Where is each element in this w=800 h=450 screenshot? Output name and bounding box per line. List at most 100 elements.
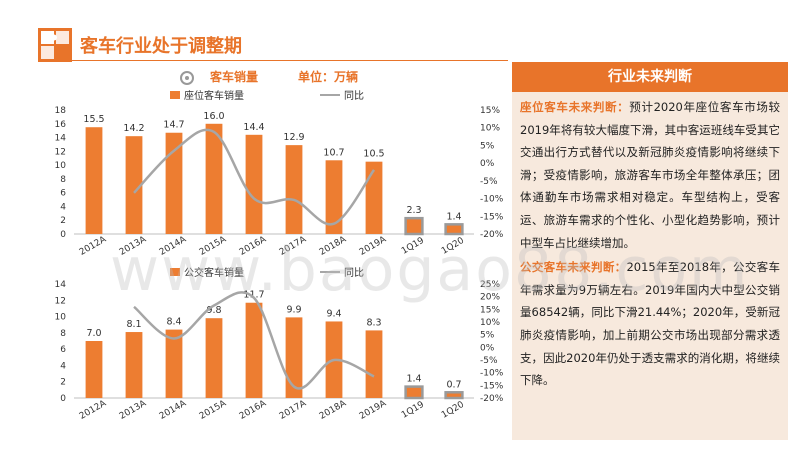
bar bbox=[165, 329, 183, 398]
bar bbox=[285, 145, 303, 234]
x-tick-label: 2013A bbox=[118, 234, 149, 258]
x-tick-label: 1Q20 bbox=[440, 236, 466, 257]
bar bbox=[85, 127, 103, 234]
y2-tick-label: 5% bbox=[480, 331, 495, 341]
bar-value-label: 9.8 bbox=[206, 305, 221, 316]
seat-bus-outlook: 座位客车未来判断：预计2020年座位客车市场较2019年将有较大幅度下滑，其中客… bbox=[520, 96, 780, 254]
bar-value-label: 9.9 bbox=[286, 304, 301, 315]
y2-tick-label: 10% bbox=[480, 124, 500, 134]
unit-label: 单位：万辆 bbox=[298, 70, 359, 84]
y-tick-label: 2 bbox=[60, 216, 66, 226]
seat-bus-sales-chart: 座位客车销量 同比 0 2 4 6 8 10 12 14 16 18 15% 10% 5% 0% -5% -10%… bbox=[55, 89, 504, 258]
bar bbox=[205, 318, 223, 398]
top-legend-label: 客车销量 bbox=[210, 70, 259, 84]
bar-value-label: 1.4 bbox=[406, 374, 421, 385]
y2-tick-label: 15% bbox=[480, 106, 500, 116]
x-tick-label: 2017A bbox=[278, 398, 309, 422]
legend-bar-swatch bbox=[170, 268, 180, 276]
outlook-panel-body: 座位客车未来判断：预计2020年座位客车市场较2019年将有较大幅度下滑，其中客… bbox=[512, 92, 788, 392]
seat-bus-outlook-text: 预计2020年座位客车市场较2019年将有较大幅度下滑，其中客运班线车受其它交通… bbox=[520, 100, 781, 250]
bar-value-label: 10.7 bbox=[323, 147, 344, 158]
y2-tick-label: -15% bbox=[480, 212, 504, 222]
bar-value-label: 15.5 bbox=[83, 114, 104, 125]
y2-tick-label: -15% bbox=[480, 381, 504, 391]
bar bbox=[325, 160, 343, 234]
target-icon bbox=[180, 70, 194, 85]
legend-line-label: 同比 bbox=[344, 90, 364, 102]
bar-value-label: 14.2 bbox=[123, 123, 144, 134]
x-tick-label: 2012A bbox=[78, 234, 109, 258]
bar bbox=[125, 136, 143, 234]
y-tick-label: 2 bbox=[60, 378, 66, 388]
y2-tick-label: 25% bbox=[480, 280, 500, 290]
city-bus-sales-chart: 公交客车销量 同比 0 2 4 6 8 10 12 14 25% 20% 15% 10% 5% 0% -5% -1… bbox=[55, 266, 504, 422]
y2-tick-label: -10% bbox=[480, 369, 504, 379]
yoy-line bbox=[133, 128, 376, 226]
bar-value-label: 14.4 bbox=[243, 122, 264, 133]
bar bbox=[365, 161, 383, 234]
y-tick-label: 0 bbox=[60, 394, 66, 404]
city-bus-outlook-label: 公交客车未来判断： bbox=[520, 260, 627, 275]
bar bbox=[85, 341, 103, 398]
city-bus-outlook-text: 2015年至2018年，公交客车年需求量为9万辆左右。2019年国内大中型公交销… bbox=[520, 260, 780, 388]
x-tick-label: 2016A bbox=[238, 234, 269, 258]
x-tick-label: 2012A bbox=[78, 398, 109, 422]
bar-value-label: 0.7 bbox=[446, 379, 461, 390]
y-tick-label: 18 bbox=[55, 106, 67, 116]
city-bus-outlook: 公交客车未来判断：2015年至2018年，公交客车年需求量为9万辆左右。2019… bbox=[520, 256, 780, 392]
legend-bar-label: 座位客车销量 bbox=[184, 89, 244, 102]
bar-value-label: 7.0 bbox=[86, 328, 101, 339]
bar bbox=[165, 132, 183, 234]
y-tick-label: 6 bbox=[60, 345, 66, 355]
y-tick-label: 8 bbox=[60, 329, 66, 339]
puzzle-logo-icon bbox=[38, 28, 72, 62]
legend-line-label: 同比 bbox=[344, 267, 364, 279]
title-divider bbox=[38, 60, 508, 61]
x-tick-label: 2018A bbox=[318, 234, 349, 258]
x-tick-label: 2014A bbox=[158, 398, 189, 422]
top-legend: 客车销量 单位：万辆 bbox=[180, 68, 358, 85]
bar-value-label: 10.5 bbox=[363, 149, 384, 160]
bar-value-label: 1.4 bbox=[446, 211, 461, 222]
y-tick-label: 4 bbox=[60, 202, 66, 212]
legend-bar-swatch bbox=[170, 91, 180, 99]
seat-bus-outlook-label: 座位客车未来判断： bbox=[520, 100, 630, 114]
y2-tick-label: 0% bbox=[480, 159, 495, 169]
x-tick-label: 2018A bbox=[318, 398, 349, 422]
y2-tick-label: -20% bbox=[480, 230, 504, 240]
bar bbox=[285, 317, 303, 398]
y2-tick-label: 0% bbox=[480, 343, 495, 353]
page-title: 客车行业处于调整期 bbox=[80, 36, 242, 57]
y-tick-label: 10 bbox=[55, 313, 67, 323]
y-tick-label: 16 bbox=[55, 120, 67, 130]
yoy-line bbox=[133, 291, 375, 390]
bar-value-label: 8.1 bbox=[126, 319, 141, 330]
y-tick-label: 12 bbox=[55, 147, 66, 157]
bar bbox=[444, 391, 464, 400]
x-tick-label: 1Q19 bbox=[400, 400, 426, 421]
y-tick-label: 14 bbox=[55, 280, 67, 290]
y2-tick-label: 5% bbox=[480, 141, 495, 151]
y2-tick-label: 15% bbox=[480, 305, 500, 315]
y2-tick-label: 20% bbox=[480, 293, 500, 303]
bar-value-label: 14.7 bbox=[163, 120, 184, 131]
bar bbox=[404, 385, 424, 400]
outlook-panel-header: 行业未来判断 bbox=[512, 62, 788, 92]
y2-tick-label: -5% bbox=[480, 356, 498, 366]
x-tick-label: 2015A bbox=[198, 234, 229, 258]
y2-tick-label: -20% bbox=[480, 394, 504, 404]
bar-value-label: 16.0 bbox=[203, 111, 224, 122]
y-tick-label: 0 bbox=[60, 230, 66, 240]
y-tick-label: 14 bbox=[55, 134, 67, 144]
bar bbox=[365, 330, 383, 398]
x-tick-label: 2017A bbox=[278, 234, 309, 258]
bar-value-label: 8.4 bbox=[166, 317, 181, 328]
bar bbox=[444, 223, 464, 236]
bar bbox=[245, 134, 263, 234]
legend-bar-label: 公交客车销量 bbox=[184, 266, 244, 279]
y2-tick-label: -10% bbox=[480, 195, 504, 205]
bar bbox=[245, 302, 263, 398]
y-tick-label: 8 bbox=[60, 175, 66, 185]
bar bbox=[205, 123, 223, 234]
bar-value-label: 12.9 bbox=[283, 132, 304, 143]
